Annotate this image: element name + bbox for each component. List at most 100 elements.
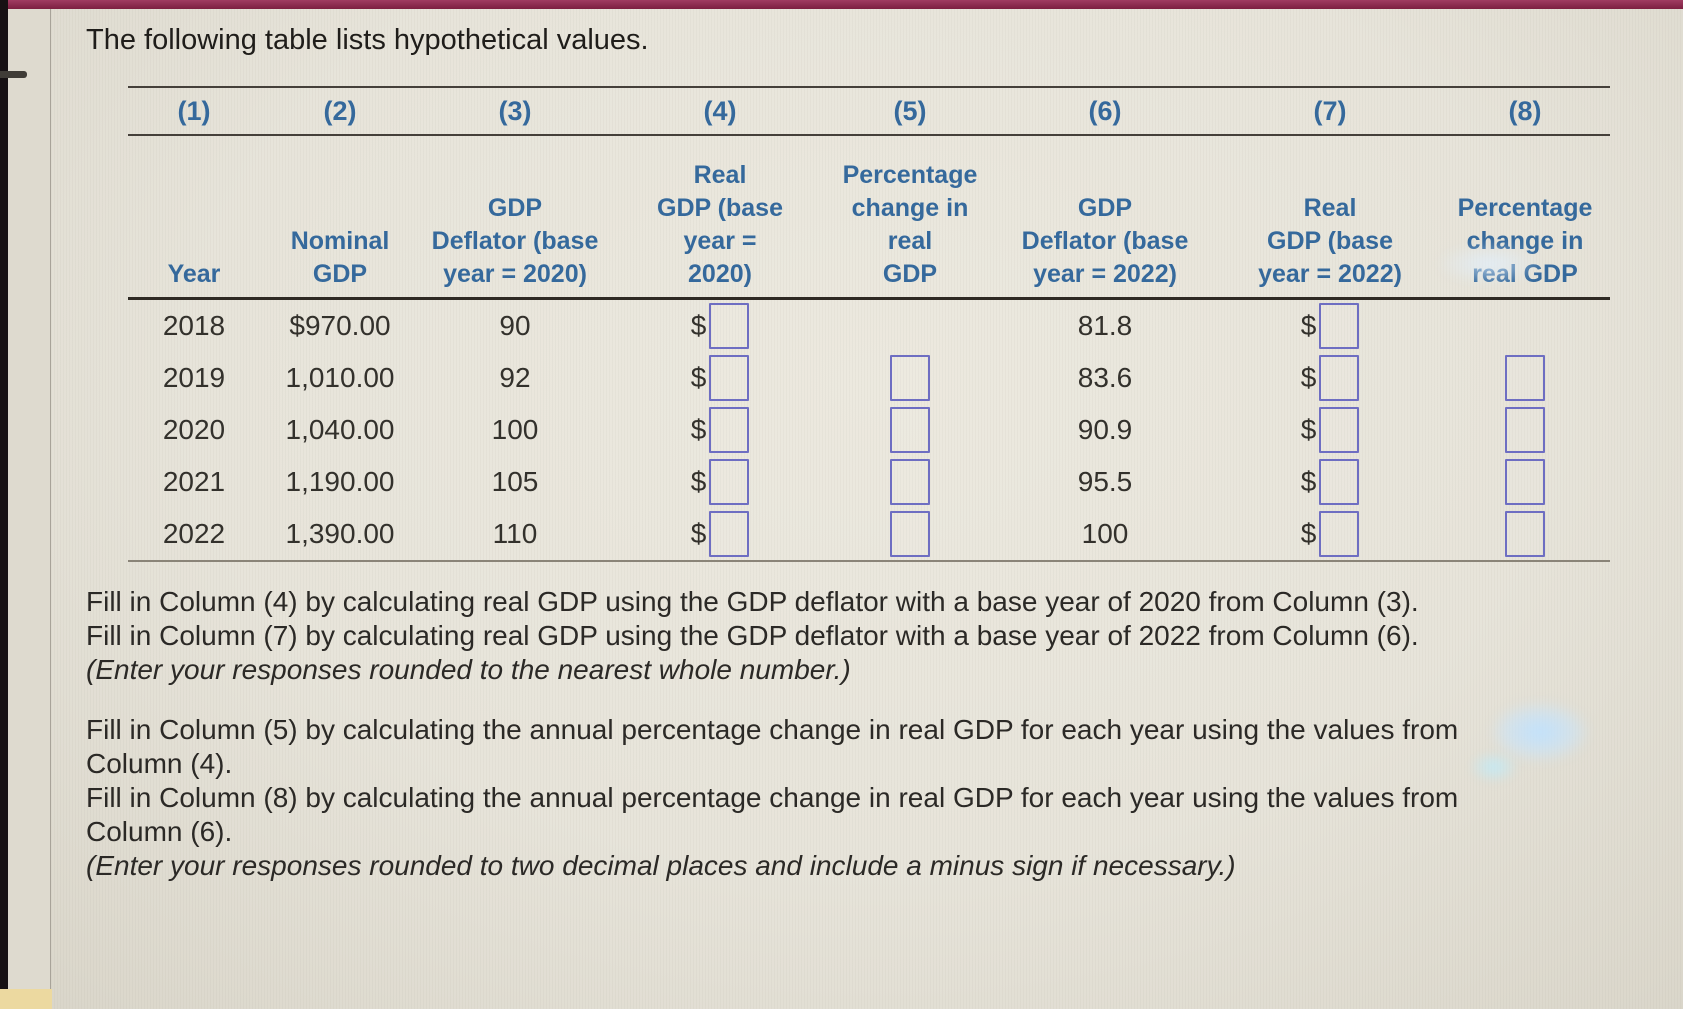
instruction-fill-col8: Fill in Column (8) by calculating the an… bbox=[86, 782, 1459, 847]
left-margin-column bbox=[8, 9, 51, 1009]
nominal-gdp-value: 1,040.00 bbox=[285, 414, 395, 445]
gdp-deflator-2022-value: 100 bbox=[990, 508, 1220, 562]
pct-change-real-gdp-col5-input-2020[interactable] bbox=[890, 407, 930, 453]
real-gdp-2020-input-2018[interactable] bbox=[709, 303, 750, 349]
column-header-6: GDP Deflator (base year = 2022) bbox=[990, 135, 1220, 300]
pct-change-real-gdp-col8-input-2022[interactable] bbox=[1505, 511, 1545, 557]
column-number-7: (7) bbox=[1220, 87, 1440, 136]
nominal-gdp-value: $970.00 bbox=[289, 310, 391, 341]
gdp-deflator-2020-value: 92 bbox=[499, 362, 531, 393]
real-gdp-2022-input-2019[interactable] bbox=[1319, 355, 1360, 401]
gdp-deflator-2020-value: 105 bbox=[491, 466, 539, 497]
instruction-note-whole-number: (Enter your responses rounded to the nea… bbox=[86, 654, 851, 685]
nominal-gdp-value: 1,390.00 bbox=[260, 508, 420, 562]
column-header-4: Real GDP (base year = 2020) bbox=[610, 135, 830, 300]
table-row-2018: 2018 $970.00 90 $81.8 $ bbox=[128, 299, 1610, 353]
real-gdp-2020-input-cell: $ bbox=[610, 299, 830, 353]
pct-change-real-gdp-col8-input-cell bbox=[1440, 352, 1610, 404]
pct-change-real-gdp-col8-input-2019[interactable] bbox=[1505, 355, 1545, 401]
pct-change-real-gdp-col8-input-2020[interactable] bbox=[1505, 407, 1545, 453]
real-gdp-2022-input-2020[interactable] bbox=[1319, 407, 1360, 453]
gdp-deflator-2022-value: 81.8 bbox=[1077, 310, 1133, 341]
column-number-5: (5) bbox=[830, 87, 990, 136]
left-edge-dash bbox=[0, 71, 27, 78]
table-row-2019: 2019 1,010.00 92 $83.6 $ bbox=[128, 352, 1610, 404]
currency-symbol: $ bbox=[690, 310, 707, 341]
pct-change-real-gdp-col5-input-cell bbox=[830, 352, 990, 404]
column-header-5: Percentage change in real GDP bbox=[830, 135, 990, 300]
pct-change-real-gdp-col5-input-cell bbox=[830, 456, 990, 508]
column-header-8: Percentage change in real GDP bbox=[1440, 135, 1610, 300]
currency-symbol: $ bbox=[1300, 310, 1317, 341]
gdp-deflator-2020-value: 100 bbox=[491, 414, 539, 445]
pct-change-real-gdp-col8-input-cell bbox=[1440, 456, 1610, 508]
column-header-7: Real GDP (base year = 2022) bbox=[1220, 135, 1440, 300]
currency-symbol: $ bbox=[1300, 362, 1317, 393]
instructions-block: Fill in Column (4) by calculating real G… bbox=[86, 585, 1546, 883]
top-window-bar bbox=[0, 0, 1683, 9]
instruction-fill-col7: Fill in Column (7) by calculating real G… bbox=[86, 620, 1419, 651]
gdp-table-wrapper: (1) (2) (3) (4) (5) (6) (7) (8) Year Nominal GDP G… bbox=[128, 86, 1610, 562]
column-header-3: GDP Deflator (base year = 2020) bbox=[420, 135, 610, 300]
table-row-2022: 2022 1,390.00 110 $100 $ bbox=[128, 508, 1610, 562]
real-gdp-2020-input-2021[interactable] bbox=[709, 459, 750, 505]
gdp-table: (1) (2) (3) (4) (5) (6) (7) (8) Year Nominal GDP G… bbox=[128, 86, 1610, 562]
column-header-1: Year bbox=[128, 135, 260, 300]
real-gdp-2020-input-cell: $ bbox=[610, 508, 830, 562]
currency-symbol: $ bbox=[1300, 466, 1317, 497]
real-gdp-2020-input-cell: $ bbox=[610, 404, 830, 456]
pct-change-real-gdp-col5-input-cell bbox=[830, 299, 990, 353]
column-number-row: (1) (2) (3) (4) (5) (6) (7) (8) bbox=[128, 87, 1610, 136]
pct-change-real-gdp-col5-input-2019[interactable] bbox=[890, 355, 930, 401]
instruction-fill-col5: Fill in Column (5) by calculating the an… bbox=[86, 714, 1459, 779]
real-gdp-2022-input-2018[interactable] bbox=[1319, 303, 1360, 349]
sticky-note-corner bbox=[0, 989, 52, 1009]
currency-symbol: $ bbox=[690, 414, 707, 445]
pct-change-real-gdp-col8-input-cell bbox=[1440, 299, 1610, 353]
currency-symbol: $ bbox=[690, 518, 707, 549]
pct-change-real-gdp-col5-input-cell bbox=[830, 404, 990, 456]
year-value: 2019 bbox=[162, 362, 226, 393]
real-gdp-2020-input-2019[interactable] bbox=[709, 355, 750, 401]
column-number-3: (3) bbox=[420, 87, 610, 136]
real-gdp-2020-input-2020[interactable] bbox=[709, 407, 750, 453]
real-gdp-2022-input-2021[interactable] bbox=[1319, 459, 1360, 505]
year-value: 2020 bbox=[162, 414, 226, 445]
real-gdp-2020-input-2022[interactable] bbox=[709, 511, 750, 557]
column-number-6: (6) bbox=[990, 87, 1220, 136]
page-title: The following table lists hypothetical v… bbox=[86, 24, 649, 56]
gdp-deflator-2020-value: 90 bbox=[499, 310, 531, 341]
currency-symbol: $ bbox=[1300, 414, 1317, 445]
pct-change-real-gdp-col5-input-cell bbox=[830, 508, 990, 562]
instruction-note-two-decimals: (Enter your responses rounded to two dec… bbox=[86, 850, 1236, 881]
gdp-deflator-2020-value: 110 bbox=[420, 508, 610, 562]
real-gdp-2022-input-cell: $ bbox=[1220, 352, 1440, 404]
pct-change-real-gdp-col8-input-cell bbox=[1440, 508, 1610, 562]
nominal-gdp-value: 1,010.00 bbox=[285, 362, 395, 393]
currency-symbol: $ bbox=[1300, 518, 1317, 549]
table-row-2020: 2020 1,040.00 100 $90.9 $ bbox=[128, 404, 1610, 456]
column-number-1: (1) bbox=[128, 87, 260, 136]
real-gdp-2020-input-cell: $ bbox=[610, 352, 830, 404]
nominal-gdp-value: 1,190.00 bbox=[285, 466, 395, 497]
pct-change-real-gdp-col8-input-2021[interactable] bbox=[1505, 459, 1545, 505]
pct-change-real-gdp-col5-input-2022[interactable] bbox=[890, 511, 930, 557]
column-number-8: (8) bbox=[1440, 87, 1610, 136]
currency-symbol: $ bbox=[690, 466, 707, 497]
currency-symbol: $ bbox=[690, 362, 707, 393]
gdp-deflator-2022-value: 83.6 bbox=[1077, 362, 1133, 393]
real-gdp-2022-input-2022[interactable] bbox=[1319, 511, 1360, 557]
column-number-4: (4) bbox=[610, 87, 830, 136]
real-gdp-2022-input-cell: $ bbox=[1220, 508, 1440, 562]
gdp-deflator-2022-value: 90.9 bbox=[1077, 414, 1133, 445]
real-gdp-2022-input-cell: $ bbox=[1220, 456, 1440, 508]
screen-edge-strip bbox=[0, 0, 8, 1009]
year-value: 2022 bbox=[128, 508, 260, 562]
real-gdp-2020-input-cell: $ bbox=[610, 456, 830, 508]
pct-change-real-gdp-col5-input-2021[interactable] bbox=[890, 459, 930, 505]
year-value: 2021 bbox=[162, 466, 226, 497]
paragraph-gap bbox=[86, 687, 1546, 713]
year-value: 2018 bbox=[162, 310, 226, 341]
column-header-row: Year Nominal GDP GDP Deflator (base year = 20… bbox=[128, 135, 1610, 300]
gdp-deflator-2022-value: 95.5 bbox=[1077, 466, 1133, 497]
